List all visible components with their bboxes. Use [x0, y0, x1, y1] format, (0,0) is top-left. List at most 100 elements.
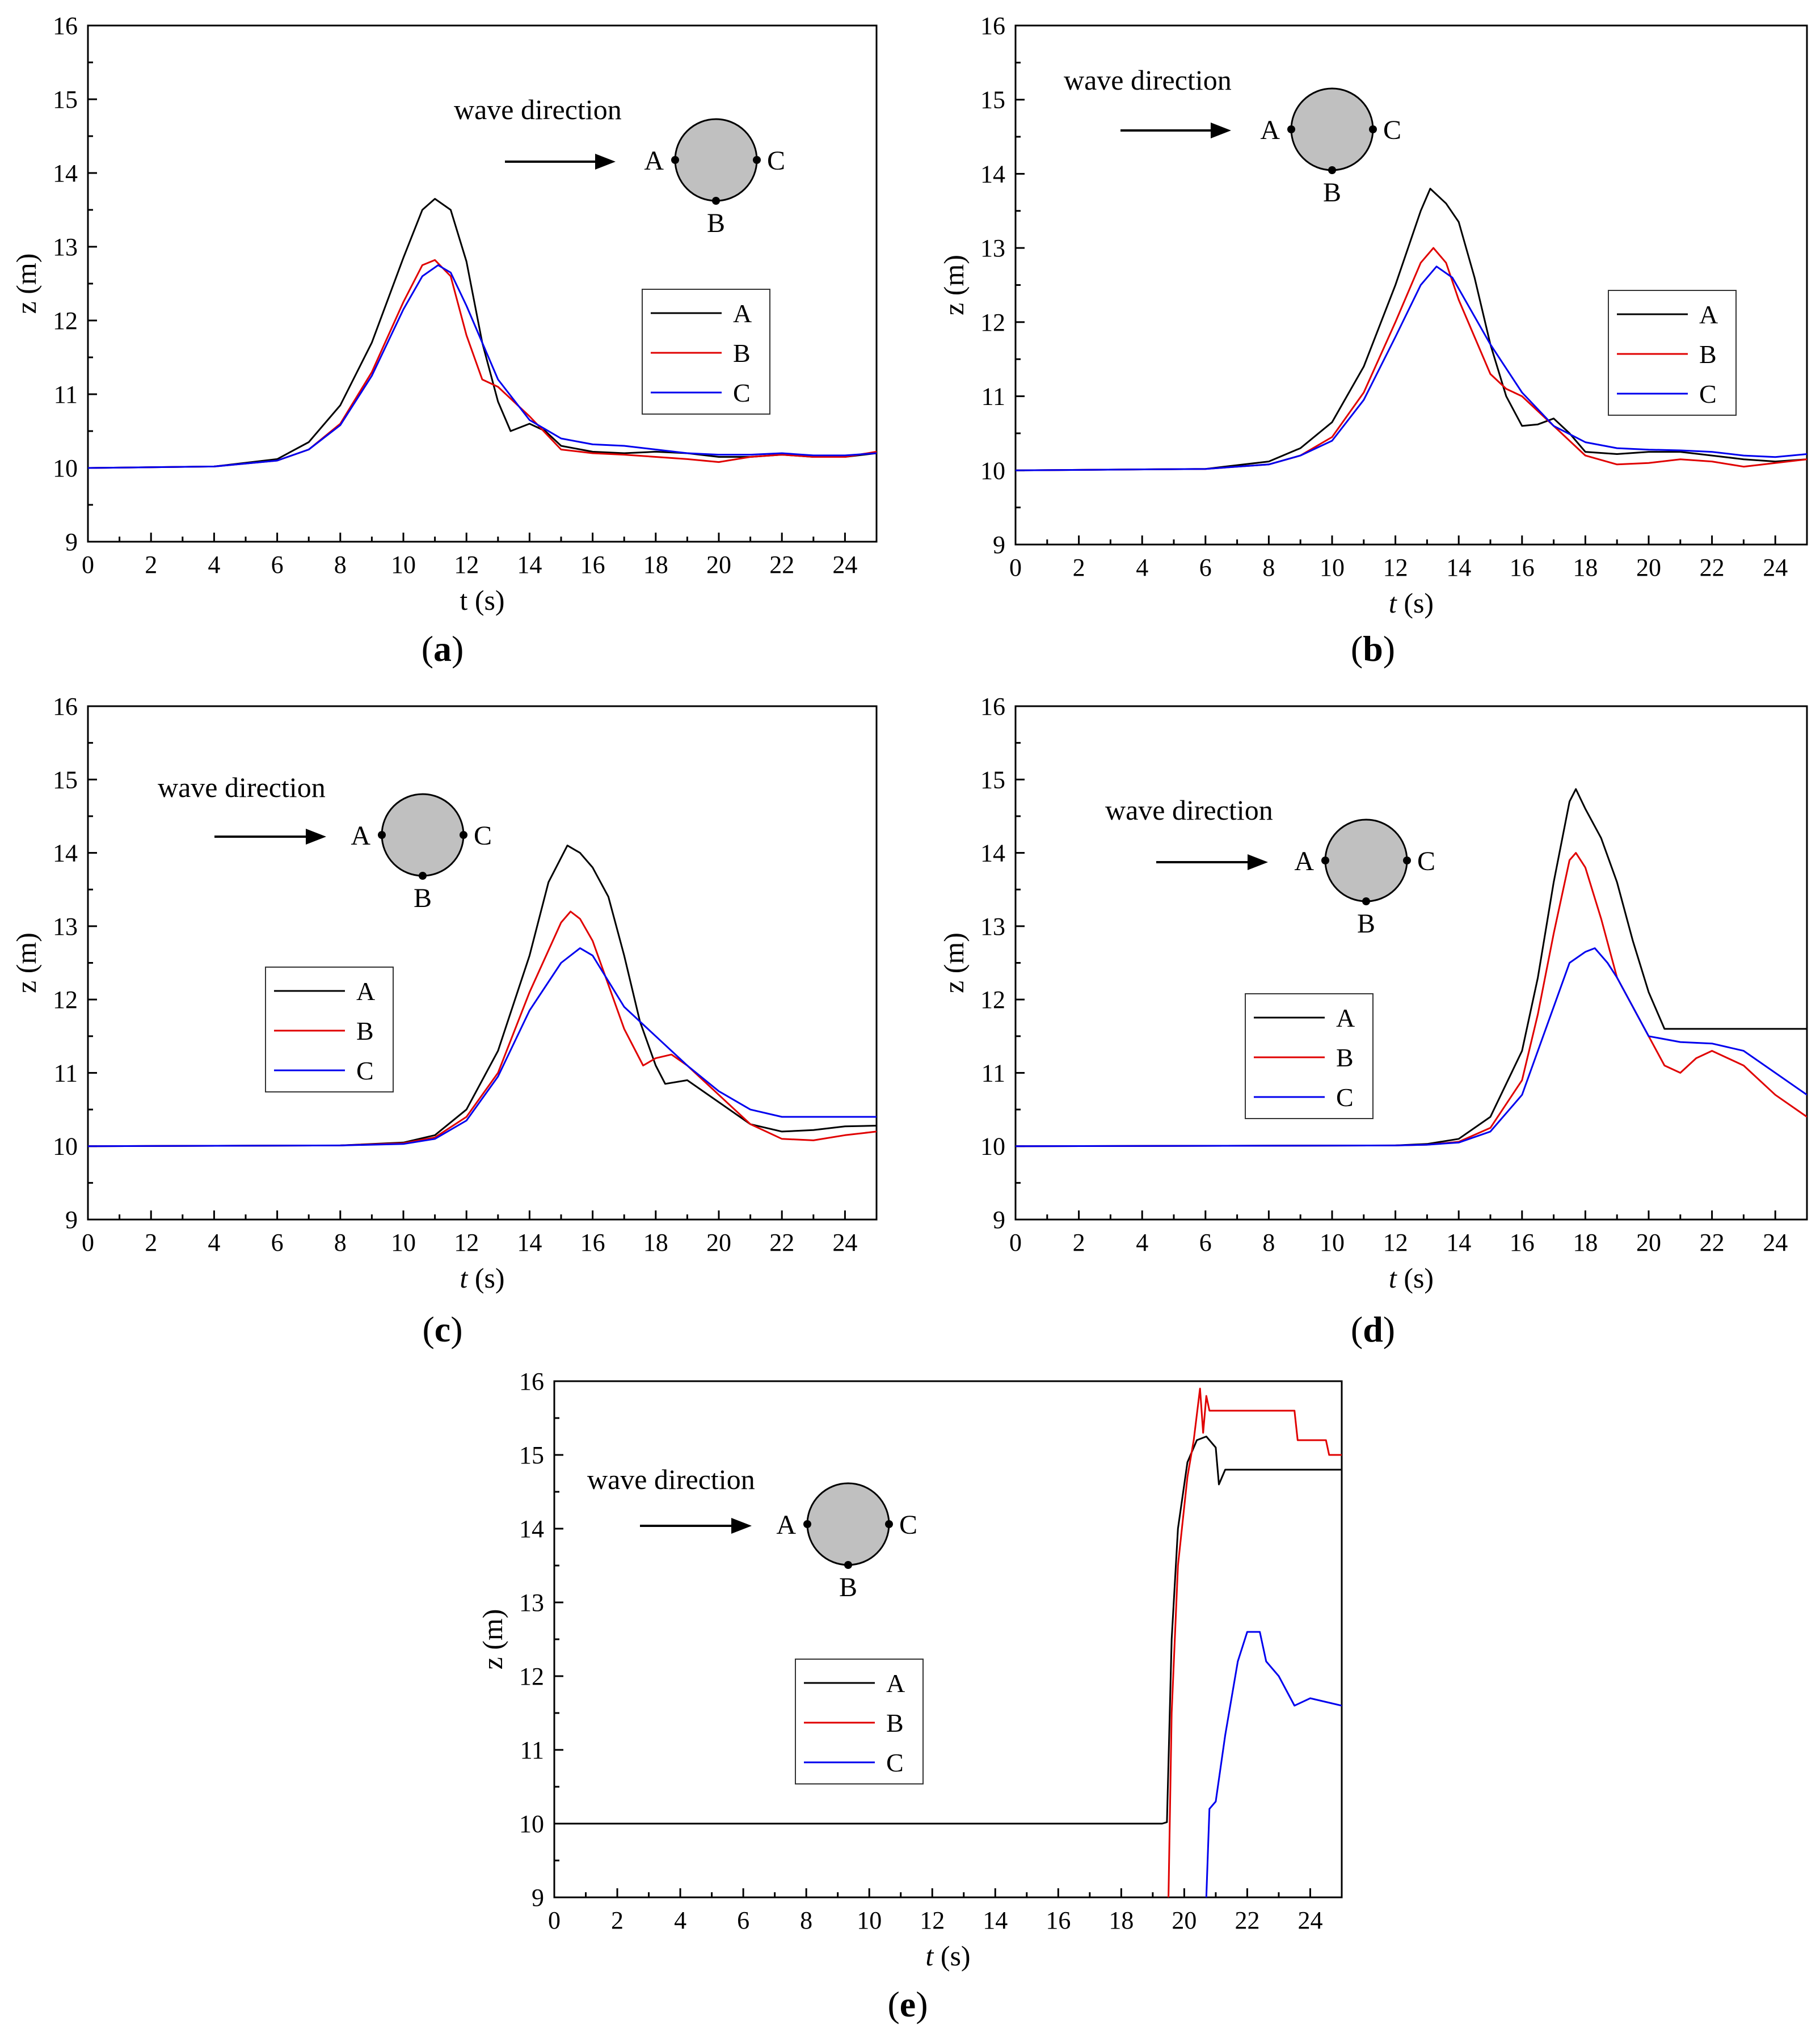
cylinder-icon	[381, 793, 465, 877]
gauge-point-marker	[1321, 857, 1329, 864]
gauge-point-marker	[460, 831, 467, 839]
x-tick-label: 6	[271, 1229, 284, 1256]
gauge-point-marker	[885, 1520, 893, 1528]
series-line-C	[1205, 1631, 1342, 1897]
x-axis-title: t (s)	[925, 1940, 970, 1972]
series-group	[1016, 788, 1807, 1147]
y-tick-label: 13	[980, 234, 1005, 262]
x-tick-label: 0	[82, 551, 94, 579]
y-tick-label: 10	[53, 1133, 78, 1161]
x-tick-label: 8	[334, 1229, 347, 1256]
x-tick-label: 16	[1510, 1229, 1535, 1256]
legend-label: B	[1336, 1043, 1354, 1072]
x-axis-unit: (s)	[1397, 587, 1434, 619]
x-tick-label: 14	[517, 551, 542, 579]
y-tick-label: 16	[519, 1368, 544, 1395]
series-group	[1016, 188, 1807, 471]
x-tick-label: 2	[145, 1229, 157, 1256]
panel-caption: (a)	[422, 628, 464, 669]
x-tick-label: 12	[454, 551, 479, 579]
x-tick-label: 0	[82, 1229, 94, 1256]
gauge-point-marker	[378, 831, 386, 839]
y-tick-label: 16	[53, 693, 78, 720]
point-label-b: B	[1357, 909, 1375, 939]
gauge-point-marker	[753, 156, 761, 164]
gauge-point-marker	[1362, 897, 1370, 905]
x-axis-variable: t	[1389, 587, 1397, 619]
point-label-c: C	[1417, 846, 1435, 876]
x-tick-label: 20	[1636, 1229, 1661, 1256]
x-tick-label: 8	[800, 1906, 812, 1934]
point-label-b: B	[707, 208, 725, 238]
y-tick-label: 15	[53, 86, 78, 113]
cylinder-icon	[806, 1482, 890, 1566]
x-tick-label: 10	[1320, 1229, 1345, 1256]
y-tick-label: 11	[54, 381, 78, 408]
point-label-c: C	[474, 821, 492, 851]
wave-direction-annotation: wave direction A B C	[158, 771, 492, 913]
y-tick-label: 12	[980, 309, 1005, 336]
x-tick-label: 2	[145, 551, 157, 579]
x-tick-label: 4	[208, 1229, 220, 1256]
x-tick-label: 22	[769, 1229, 794, 1256]
series-line-A	[88, 198, 877, 469]
x-tick-label: 0	[1009, 554, 1022, 581]
point-label-b: B	[839, 1572, 857, 1602]
x-tick-label: 16	[580, 551, 605, 579]
arrow-head-icon	[1248, 854, 1268, 870]
x-tick-label: 4	[1136, 554, 1148, 581]
x-tick-label: 24	[832, 1229, 857, 1256]
x-tick-label: 20	[1172, 1906, 1197, 1934]
x-tick-label: 2	[611, 1906, 623, 1934]
x-tick-label: 22	[1700, 554, 1725, 581]
arrow-head-icon	[1211, 123, 1231, 138]
point-label-a: A	[644, 146, 664, 176]
x-tick-label: 18	[1573, 554, 1598, 581]
x-tick-label: 14	[517, 1229, 542, 1256]
y-tick-label: 10	[980, 1133, 1005, 1161]
y-tick-label: 13	[980, 913, 1005, 940]
legend-label: C	[356, 1056, 374, 1085]
x-tick-label: 4	[674, 1906, 686, 1934]
legend-label: B	[356, 1016, 374, 1045]
y-tick-label: 13	[519, 1589, 544, 1617]
legend-label: C	[1336, 1083, 1354, 1112]
x-tick-label: 20	[1636, 554, 1661, 581]
y-axis-title: z (m)	[10, 254, 42, 314]
x-axis-title: t (s)	[1389, 587, 1434, 619]
y-tick-label: 15	[53, 766, 78, 794]
x-tick-label: 6	[1199, 554, 1212, 581]
gauge-point-marker	[1328, 166, 1336, 174]
y-tick-label: 11	[981, 383, 1005, 411]
x-tick-label: 20	[706, 551, 731, 579]
y-tick-label: 12	[519, 1663, 544, 1690]
legend-label: B	[886, 1708, 904, 1737]
gauge-point-marker	[671, 156, 679, 164]
y-tick-label: 16	[980, 693, 1005, 720]
plot-frame	[1014, 705, 1808, 1221]
wave-direction-label: wave direction	[1105, 794, 1273, 826]
y-tick-label: 10	[980, 457, 1005, 484]
x-tick-label: 18	[1109, 1906, 1134, 1934]
x-tick-label: 12	[1383, 554, 1408, 581]
y-axis-title: z (m)	[938, 933, 970, 993]
legend-label: A	[356, 977, 375, 1006]
y-axis-title: z (m)	[477, 1609, 508, 1670]
y-tick-label: 16	[53, 12, 78, 40]
y-tick-label: 12	[53, 986, 78, 1014]
x-tick-label: 2	[1073, 554, 1085, 581]
wave-direction-annotation: wave direction A B C	[1064, 64, 1401, 208]
y-axis-title: z (m)	[10, 933, 42, 993]
point-label-a: A	[1260, 115, 1280, 145]
y-tick-label: 11	[54, 1059, 78, 1087]
legend: ABC	[642, 289, 770, 415]
y-tick-label: 15	[980, 86, 1005, 114]
gauge-point-marker	[419, 872, 427, 880]
wave-direction-label: wave direction	[587, 1463, 755, 1495]
y-tick-label: 9	[65, 1206, 78, 1234]
x-tick-label: 4	[208, 551, 220, 579]
legend-label: A	[1699, 300, 1718, 329]
gauge-point-marker	[844, 1561, 852, 1569]
